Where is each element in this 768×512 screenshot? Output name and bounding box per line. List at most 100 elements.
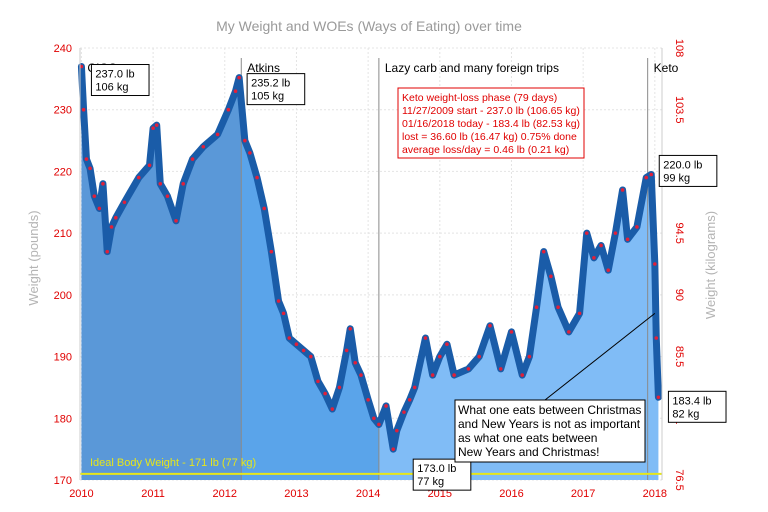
- weight-point: [281, 311, 286, 316]
- weight-point: [262, 206, 267, 211]
- x-tick-label: 2013: [284, 488, 308, 500]
- weight-point: [301, 348, 306, 353]
- weight-point: [97, 206, 102, 211]
- callout-line: 237.0 lb: [95, 69, 134, 81]
- annotation-frame: [454, 399, 646, 463]
- x-tick-label: 2015: [428, 488, 452, 500]
- weight-point: [243, 138, 247, 143]
- phase-label: Lazy carb and many foreign trips: [385, 61, 559, 75]
- weight-point: [84, 157, 89, 161]
- y-tick-label: 230: [54, 105, 72, 117]
- weight-point: [294, 342, 299, 347]
- weight-point: [201, 144, 206, 149]
- weight-point: [549, 274, 553, 279]
- weight-point: [287, 336, 292, 340]
- x-tick-label: 2010: [69, 488, 93, 500]
- weight-point: [653, 262, 657, 266]
- weight-point: [147, 163, 152, 168]
- y-axis-label: Weight (pounds): [26, 210, 41, 305]
- weight-point: [520, 373, 525, 377]
- weight-point: [174, 219, 178, 223]
- callout-line: 220.0 lb: [663, 159, 702, 171]
- weight-point: [635, 225, 639, 229]
- y2-tick-label: 103.5: [673, 96, 685, 124]
- weight-point: [577, 311, 582, 316]
- callout-line: 77 kg: [417, 476, 444, 488]
- weight-point: [395, 428, 399, 433]
- weight-point: [438, 354, 442, 359]
- weight-point: [377, 422, 381, 427]
- weight-point: [158, 181, 163, 186]
- stats-line: lost = 36.60 lb (16.47 kg) 0.75% done: [402, 131, 577, 143]
- stats-line: 11/27/2009 start - 237.0 lb (106.65 kg): [402, 105, 580, 117]
- weight-point: [105, 249, 110, 254]
- weight-point: [656, 395, 661, 400]
- weight-point: [101, 181, 105, 186]
- weight-point: [226, 107, 231, 112]
- y-tick-label: 210: [54, 228, 72, 240]
- weight-point: [509, 330, 514, 334]
- y-tick-label: 200: [54, 290, 72, 302]
- y2-axis-label: Weight (kilograms): [703, 211, 718, 319]
- weight-point: [366, 397, 370, 402]
- weight-point: [606, 268, 611, 272]
- weight-point: [556, 305, 560, 310]
- weight-point: [215, 132, 220, 137]
- weight-point: [407, 397, 412, 402]
- weight-point: [276, 299, 281, 303]
- weight-point: [233, 89, 238, 93]
- phase-area: [81, 66, 242, 480]
- weight-point: [477, 354, 482, 359]
- callout-line: 235.2 lb: [251, 78, 290, 90]
- weight-point: [534, 305, 539, 310]
- weight-point: [190, 157, 195, 161]
- weight-point: [316, 379, 320, 384]
- annotation-line: and New Years is not as important: [458, 417, 641, 431]
- weight-point: [541, 249, 546, 254]
- weight-point: [644, 175, 649, 180]
- x-tick-label: 2017: [571, 488, 595, 500]
- ideal-weight-label: Ideal Body Weight - 171 lb (77 kg): [90, 457, 256, 469]
- annotation-line: as what one eats between: [458, 431, 597, 445]
- y2-tick-label: 108: [673, 39, 685, 57]
- weight-point: [255, 175, 259, 180]
- weight-point: [92, 194, 97, 198]
- phase-labels: CICOAtkinsLazy carb and many foreign tri…: [87, 61, 678, 75]
- weight-point: [372, 416, 376, 421]
- annotation-line: What one eats between Christmas: [458, 403, 641, 417]
- weight-point: [452, 373, 456, 377]
- y-tick-label: 180: [54, 413, 72, 425]
- weight-point: [109, 225, 114, 229]
- callout-line: 99 kg: [663, 172, 690, 184]
- y2-tick-label: 94.5: [673, 222, 685, 243]
- weight-point: [599, 243, 603, 248]
- y2-tick-label: 76.5: [673, 469, 685, 490]
- phase-area: [241, 101, 379, 480]
- weight-point: [81, 107, 86, 112]
- callout-line: 105 kg: [251, 91, 284, 103]
- weight-point: [122, 200, 127, 205]
- weight-point: [181, 181, 186, 186]
- weight-point: [308, 354, 313, 359]
- weight-point: [430, 373, 435, 377]
- callout-line: 82 kg: [672, 408, 699, 420]
- y-tick-label: 240: [54, 43, 72, 55]
- weight-point: [269, 249, 274, 254]
- weight-point: [391, 447, 396, 451]
- x-tick-label: 2012: [213, 488, 237, 500]
- y2-tick-label: 85.5: [673, 346, 685, 367]
- weight-point: [248, 151, 252, 155]
- weight-point: [498, 367, 503, 371]
- x-tick-label: 2018: [643, 488, 667, 500]
- weight-line: [77, 63, 662, 453]
- callout-box: [412, 458, 472, 491]
- annotation-pointer: [544, 312, 656, 401]
- axes: 17018019020021022023024076.58185.59094.5…: [54, 39, 685, 500]
- callout-line: 173.0 lb: [417, 463, 456, 475]
- weight-point: [359, 373, 363, 377]
- stats-box-frame: [397, 87, 585, 159]
